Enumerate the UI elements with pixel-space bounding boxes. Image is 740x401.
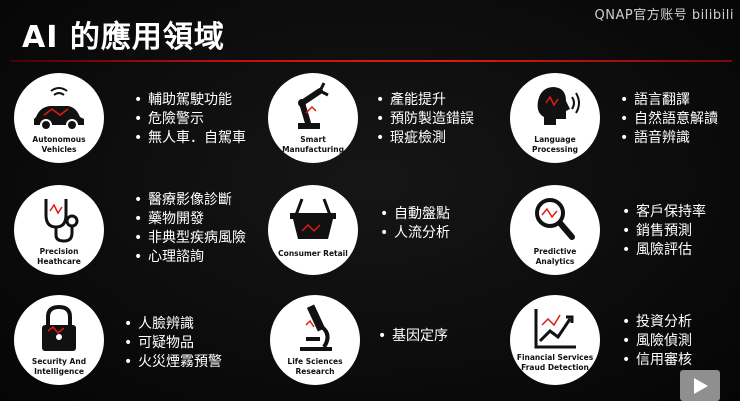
bullet-item: 客戶保持率 [622,203,706,222]
bullet-item: 醫療影像診斷 [134,191,246,210]
card-circle: Autonomous Vehicles [14,73,104,163]
card-financial-services: Financial Services Fraud Detection 投資分析 … [510,295,740,395]
growth-chart-icon [534,309,576,349]
card-circle: Security And Intelligence [14,295,104,385]
page-title: AI 的應用領域 [22,20,225,55]
card-label-line-2: Heathcare [37,257,81,266]
card-autonomous-vehicles: Autonomous Vehicles 輔助駕駛功能 危險警示 無人車．自駕車 [14,73,254,173]
bullet-item: 危險警示 [134,110,246,129]
card-label-line-1: Financial Services [516,353,594,362]
bullet-list: 客戶保持率 銷售預測 風險評估 [622,203,706,260]
card-label-line-1: Autonomous [32,135,86,144]
card-predictive-analytics: Predictive Analytics 客戶保持率 銷售預測 風險評估 [510,185,740,285]
bullet-list: 語言翻譯 自然語意解讀 語音辨識 [620,91,718,148]
card-circle: Language Processing [510,73,600,163]
card-label-line-1: Security And [31,357,87,366]
bullet-list: 產能提升 預防製造錯誤 瑕疵檢測 [376,91,474,148]
bullet-item: 自然語意解讀 [620,110,718,129]
magnifier-icon [535,198,575,240]
bullet-item: 心理諮詢 [134,248,246,267]
bullet-item: 產能提升 [376,91,474,110]
stethoscope-icon [44,199,79,243]
card-label-line-2: Vehicles [41,145,77,154]
card-circle: Consumer Retail [268,185,358,275]
card-smart-manufacturing: Smart Manufacturing 產能提升 預防製造錯誤 瑕疵檢測 [268,73,508,173]
bullet-item: 自動盤點 [380,205,450,224]
bullet-item: 非典型疾病風險 [134,229,246,248]
bullet-list: 基因定序 [378,327,448,346]
card-label-line-1: Predictive [533,247,577,256]
card-label-line-2: Manufacturing [282,145,344,154]
bullet-list: 人臉辨識 可疑物品 火災煙霧預警 [124,315,222,372]
bullet-item: 火災煙霧預警 [124,353,222,372]
bullet-item: 語言翻譯 [620,91,718,110]
card-label-line-1: Precision [39,247,79,256]
card-circle: Precision Heathcare [14,185,104,275]
speaking-head-icon [537,87,580,125]
bullet-item: 人臉辨識 [124,315,222,334]
bullet-item: 藥物開發 [134,210,246,229]
bullet-item: 信用審核 [622,351,692,370]
card-label-line-1: Smart [300,135,326,144]
robot-arm-icon [298,82,329,129]
card-label-line-1: Consumer Retail [278,249,348,258]
padlock-icon [42,304,76,351]
bullet-item: 投資分析 [622,313,692,332]
bullet-item: 輔助駕駛功能 [134,91,246,110]
bullet-item: 瑕疵檢測 [376,129,474,148]
shopping-basket-icon [290,198,336,239]
bullet-item: 風險偵測 [622,332,692,351]
bullet-item: 無人車．自駕車 [134,129,246,148]
bullet-list: 投資分析 風險偵測 信用審核 [622,313,692,370]
card-circle: Financial Services Fraud Detection [510,295,600,385]
card-label-line-2: Fraud Detection [521,363,589,372]
card-circle: Smart Manufacturing [268,73,358,163]
card-label-line-2: Intelligence [34,367,84,376]
card-consumer-retail: Consumer Retail 自動盤點 人流分析 [268,185,508,285]
card-label-line-1: Language [534,135,576,144]
bullet-list: 醫療影像診斷 藥物開發 非典型疾病風險 心理諮詢 [134,191,246,267]
bullet-item: 語音辨識 [620,129,718,148]
card-precision-heathcare: Precision Heathcare 醫療影像診斷 藥物開發 非典型疾病風險 … [14,185,254,285]
card-circle: Predictive Analytics [510,185,600,275]
card-language-processing: Language Processing 語言翻譯 自然語意解讀 語音辨識 [510,73,740,173]
card-label-line-2: Processing [531,145,579,154]
microscope-icon [300,304,332,351]
bullet-item: 人流分析 [380,224,450,243]
play-icon[interactable] [680,370,720,401]
card-circle: Life Sciences Research [270,295,360,385]
card-security-intelligence: Security And Intelligence 人臉辨識 可疑物品 火災煙霧… [14,295,254,395]
bullet-item: 風險評估 [622,241,706,260]
bullet-item: 可疑物品 [124,334,222,353]
car-icon [34,87,84,131]
bullet-item: 銷售預測 [622,222,706,241]
card-label-line-2: Research [295,367,335,376]
card-label-line-2: Analytics [535,257,575,266]
bullet-item: 基因定序 [378,327,448,346]
title-divider [10,60,732,62]
card-life-sciences-research: Life Sciences Research 基因定序 [270,295,510,395]
bullet-item: 預防製造錯誤 [376,110,474,129]
watermark: QNAP官方账号 bilibili [594,8,734,23]
bullet-list: 輔助駕駛功能 危險警示 無人車．自駕車 [134,91,246,148]
bullet-list: 自動盤點 人流分析 [380,205,450,243]
card-label-line-1: Life Sciences [287,357,343,366]
